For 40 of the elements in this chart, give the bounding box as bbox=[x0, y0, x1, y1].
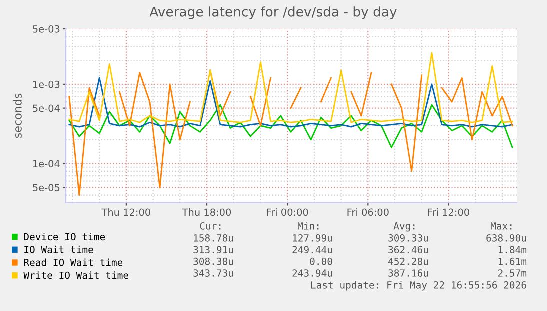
x-tick-label: Fri 06:00 bbox=[348, 208, 389, 216]
text: 638.90u bbox=[486, 234, 526, 242]
text: 343.73u bbox=[194, 270, 234, 277]
x-tick-label: Fri 00:00 bbox=[267, 208, 308, 216]
text: 387.16u bbox=[388, 270, 428, 277]
text: Cur: bbox=[200, 222, 221, 230]
chart-title: Average latency for /dev/sda - by day bbox=[150, 6, 397, 20]
legend-label: Device IO time bbox=[24, 233, 106, 241]
text: 2.57m bbox=[498, 270, 527, 277]
y-tick-label: 5e-05 bbox=[33, 184, 60, 192]
text: Avg: bbox=[394, 222, 415, 232]
text: 308.38u bbox=[194, 258, 234, 266]
text: Min: bbox=[298, 222, 319, 230]
y-tick-label: 5e-03 bbox=[33, 25, 60, 33]
y-tick-label: 5e-04 bbox=[33, 104, 60, 112]
text: 243.94u bbox=[292, 270, 332, 277]
x-tick-label: Thu 12:00 bbox=[102, 208, 150, 216]
legend-label: Write IO Wait time bbox=[24, 272, 128, 280]
text: 0.00 bbox=[310, 258, 332, 266]
line-series bbox=[68, 104, 514, 148]
text: 313.91u bbox=[194, 246, 234, 254]
legend-label: Read IO Wait time bbox=[24, 258, 123, 266]
text: Last update: Fri May 22 16:55:56 2026 bbox=[311, 281, 526, 291]
line-series bbox=[68, 77, 514, 128]
y-tick-label: 1e-04 bbox=[33, 160, 60, 168]
legend-label: IO Wait time bbox=[24, 246, 94, 254]
text: Max: bbox=[490, 222, 512, 230]
text: 1.84m bbox=[498, 246, 527, 254]
x-tick-label: Thu 18:00 bbox=[182, 208, 232, 216]
x-tick-label: Fri 12:00 bbox=[428, 208, 470, 216]
text: 127.99u bbox=[293, 234, 332, 242]
line-series bbox=[68, 52, 514, 124]
text: 158.78u bbox=[194, 234, 234, 242]
text: 249.44u bbox=[292, 246, 332, 254]
text: 1.61m bbox=[498, 258, 527, 266]
text: 362.46u bbox=[388, 246, 428, 254]
text: 309.33u bbox=[388, 234, 428, 242]
text: 452.28u bbox=[388, 258, 428, 266]
y-axis-title: seconds bbox=[13, 94, 22, 138]
y-tick-label: 1e-03 bbox=[33, 80, 60, 88]
